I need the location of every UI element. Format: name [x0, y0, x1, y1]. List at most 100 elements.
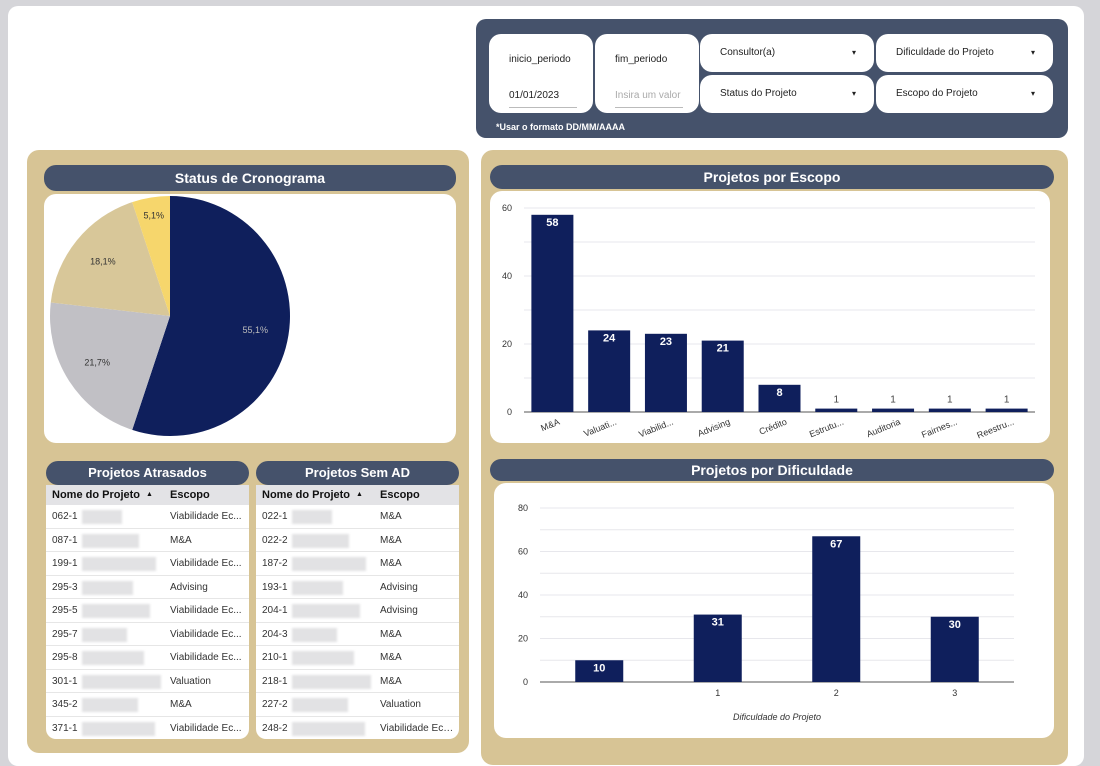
sort-ascending-icon[interactable]: ▲	[356, 491, 363, 498]
table-row[interactable]: 295-8 Viabilidade Ec...	[46, 646, 249, 670]
bar[interactable]	[985, 408, 1028, 412]
inicio-periodo-input[interactable]: 01/01/2023	[509, 90, 577, 108]
escopo-dropdown[interactable]: Escopo do Projeto ▾	[876, 75, 1053, 113]
column-header-nome[interactable]: Nome do Projeto	[262, 489, 351, 501]
table-row[interactable]: 371-1 Viabilidade Ec...	[46, 717, 249, 740]
project-id: 193-1	[262, 581, 288, 593]
x-tick-label: 1	[715, 688, 720, 698]
caret-down-icon: ▾	[1030, 89, 1035, 98]
redacted-name	[292, 533, 349, 548]
table-row[interactable]: 022-1 M&A	[256, 505, 459, 529]
table-row[interactable]: 295-3 Advising	[46, 576, 249, 599]
project-id: 062-1	[52, 511, 78, 522]
pie-slice-em-dia[interactable]	[132, 196, 290, 436]
column-header-nome[interactable]: Nome do Projeto	[52, 489, 141, 501]
project-id: 227-2	[262, 699, 288, 710]
escopo-chart-card: 0 20 40 60 58 M&A 24 Valuati... 23 Viabilid... 21 A…	[490, 191, 1050, 443]
bar[interactable]	[693, 614, 742, 682]
bar[interactable]	[812, 536, 861, 682]
fim-periodo-input[interactable]: Insira um valor	[615, 90, 683, 108]
table-row[interactable]: 227-2 Valuation	[256, 693, 459, 717]
project-escopo: M&A	[380, 675, 402, 687]
project-id: 345-2	[52, 699, 78, 710]
y-tick-label: 0	[507, 407, 512, 417]
dificuldade-dropdown[interactable]: Dificuldade do Projeto ▾	[876, 34, 1053, 72]
sort-ascending-icon[interactable]: ▲	[146, 491, 153, 498]
project-escopo: Viabilidade Ec...	[170, 558, 242, 569]
redacted-name	[292, 627, 337, 642]
table-row[interactable]: 204-3 M&A	[256, 623, 459, 646]
x-tick-label: 3	[952, 688, 957, 698]
bar-data-label: 10	[593, 662, 605, 674]
column-header-escopo[interactable]: Escopo	[170, 489, 210, 501]
table-row[interactable]: 301-1 Valuation	[46, 670, 249, 693]
redacted-name	[292, 651, 354, 665]
projetos-sem-ad-table: Nome do Projeto ▲ Escopo 022-1 M&A 022-2 M&A 18…	[256, 485, 459, 739]
redacted-name	[82, 510, 122, 524]
table-row[interactable]: 210-1 M&A	[256, 646, 459, 670]
project-escopo: M&A	[380, 628, 402, 640]
project-escopo: Advising	[380, 581, 418, 593]
table-row[interactable]: 187-2 M&A	[256, 552, 459, 576]
status-dropdown[interactable]: Status do Projeto ▾	[700, 75, 874, 113]
table-row[interactable]: 345-2 M&A	[46, 693, 249, 717]
project-escopo: M&A	[170, 699, 192, 710]
table-1-title: Projetos Atrasados	[46, 461, 249, 485]
redacted-name	[292, 580, 343, 595]
bar[interactable]	[815, 408, 858, 412]
pie-data-label: 5,1%	[143, 210, 164, 220]
bar[interactable]	[644, 333, 687, 412]
x-tick-label: Reestru...	[975, 417, 1015, 441]
y-tick-label: 20	[502, 339, 512, 349]
pie-chart: 55,1% 21,7% 18,1% 5,1%	[50, 196, 290, 436]
pie-slice-outros[interactable]	[132, 196, 170, 316]
table-row[interactable]: 062-1 Viabilidade Ec...	[46, 505, 249, 529]
project-id: 210-1	[262, 652, 288, 663]
inicio-periodo-filter[interactable]: inicio_periodo 01/01/2023	[489, 34, 593, 113]
table-row[interactable]: 218-1 M&A	[256, 670, 459, 693]
consultor-dropdown[interactable]: Consultor(a) ▾	[700, 34, 874, 72]
dificuldade-chart-card: 0 20 40 60 80 10 31 1 67 2 30 3 Dificuldade do Proje…	[494, 483, 1054, 738]
dificuldade-label: Dificuldade do Projeto	[896, 47, 994, 58]
bar-data-label: 21	[717, 343, 729, 355]
bar-data-label: 30	[949, 619, 961, 631]
table-row[interactable]: 295-7 Viabilidade Ec...	[46, 623, 249, 646]
table-row[interactable]: 204-1 Advising	[256, 599, 459, 623]
consultor-label: Consultor(a)	[720, 47, 776, 58]
table-row[interactable]: 295-5 Viabilidade Ec...	[46, 599, 249, 623]
status-label: Status do Projeto	[720, 88, 797, 99]
project-id: 218-1	[262, 675, 288, 687]
project-id: 022-2	[262, 534, 288, 546]
bar[interactable]	[872, 408, 915, 412]
bar[interactable]	[758, 384, 801, 412]
bar[interactable]	[701, 340, 744, 412]
pie-slice-atrasado[interactable]	[50, 302, 170, 430]
x-tick-label: Fairnes...	[920, 417, 959, 440]
table-row[interactable]: 087-1 M&A	[46, 529, 249, 552]
bar[interactable]	[930, 616, 979, 682]
table-row[interactable]: 193-1 Advising	[256, 576, 459, 599]
redacted-name	[292, 557, 366, 571]
project-id: 204-1	[262, 605, 288, 616]
table-row[interactable]: 199-1 Viabilidade Ec...	[46, 552, 249, 576]
x-tick-label: Crédito	[758, 417, 789, 437]
pie-slice-vazio[interactable]	[50, 202, 170, 316]
projetos-atrasados-table: Nome do Projeto ▲ Escopo 062-1 Viabilidade E…	[46, 485, 249, 739]
bar[interactable]	[531, 214, 574, 412]
x-tick-label: 2	[834, 688, 839, 698]
redacted-name	[82, 651, 144, 665]
bar[interactable]	[928, 408, 971, 412]
table-row[interactable]: 248-2 Viabilidade Eco...	[256, 717, 459, 740]
bar[interactable]	[588, 330, 631, 412]
project-id: 022-1	[262, 511, 288, 522]
bar[interactable]	[575, 660, 624, 682]
redacted-name	[82, 533, 139, 548]
x-tick-label: Viabilid...	[637, 417, 674, 440]
table-header: Nome do Projeto ▲ Escopo	[256, 485, 459, 505]
fim-periodo-filter[interactable]: fim_periodo Insira um valor	[595, 34, 699, 113]
table-row[interactable]: 022-2 M&A	[256, 529, 459, 552]
project-escopo: M&A	[380, 558, 402, 569]
column-header-escopo[interactable]: Escopo	[380, 489, 420, 501]
bar-data-label: 23	[660, 336, 672, 348]
redacted-name	[82, 674, 161, 689]
